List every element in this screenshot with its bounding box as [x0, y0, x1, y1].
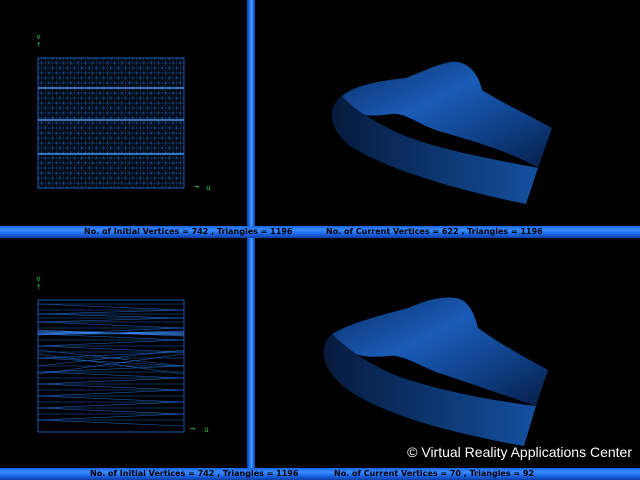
surface-render-bottom — [323, 297, 548, 446]
bottom-3d-surface-view: © Virtual Reality Applications Center — [256, 238, 640, 468]
u-axis-label: u — [206, 183, 211, 192]
v-axis-arrow-icon: ↑ — [36, 282, 42, 292]
top-uv-mesh-view: v ↑ → u — [0, 0, 246, 226]
bottom-initial-vertices-text: No. of Initial Vertices = 742 , Triangle… — [90, 469, 299, 478]
bottom-current-vertices-text: No. of Current Vertices = 70 , Triangles… — [334, 469, 535, 478]
v-axis-arrow-icon: ↑ — [36, 40, 42, 50]
copyright-text: © Virtual Reality Applications Center — [407, 444, 632, 460]
dense-uv-mesh — [37, 57, 185, 189]
top-status-bar: No. of Initial Vertices = 742 , Triangle… — [0, 226, 640, 238]
u-axis-arrow-icon: → — [194, 182, 200, 192]
vertical-divider-top — [247, 0, 255, 226]
simplified-uv-mesh — [37, 299, 185, 433]
u-axis-arrow-icon: → — [190, 424, 196, 434]
top-initial-vertices-text: No. of Initial Vertices = 742 , Triangle… — [84, 227, 293, 236]
v-axis-label: v — [36, 32, 41, 41]
u-axis-label: u — [204, 425, 209, 434]
surface-render-top — [331, 61, 552, 204]
top-3d-surface-view — [256, 0, 640, 226]
bottom-status-bar: No. of Initial Vertices = 742 , Triangle… — [0, 468, 640, 480]
top-current-vertices-text: No. of Current Vertices = 622 , Triangle… — [326, 227, 543, 236]
vertical-divider-bottom — [247, 238, 255, 468]
bottom-uv-mesh-view: v ↑ → u — [0, 238, 246, 468]
v-axis-label: v — [36, 274, 41, 283]
